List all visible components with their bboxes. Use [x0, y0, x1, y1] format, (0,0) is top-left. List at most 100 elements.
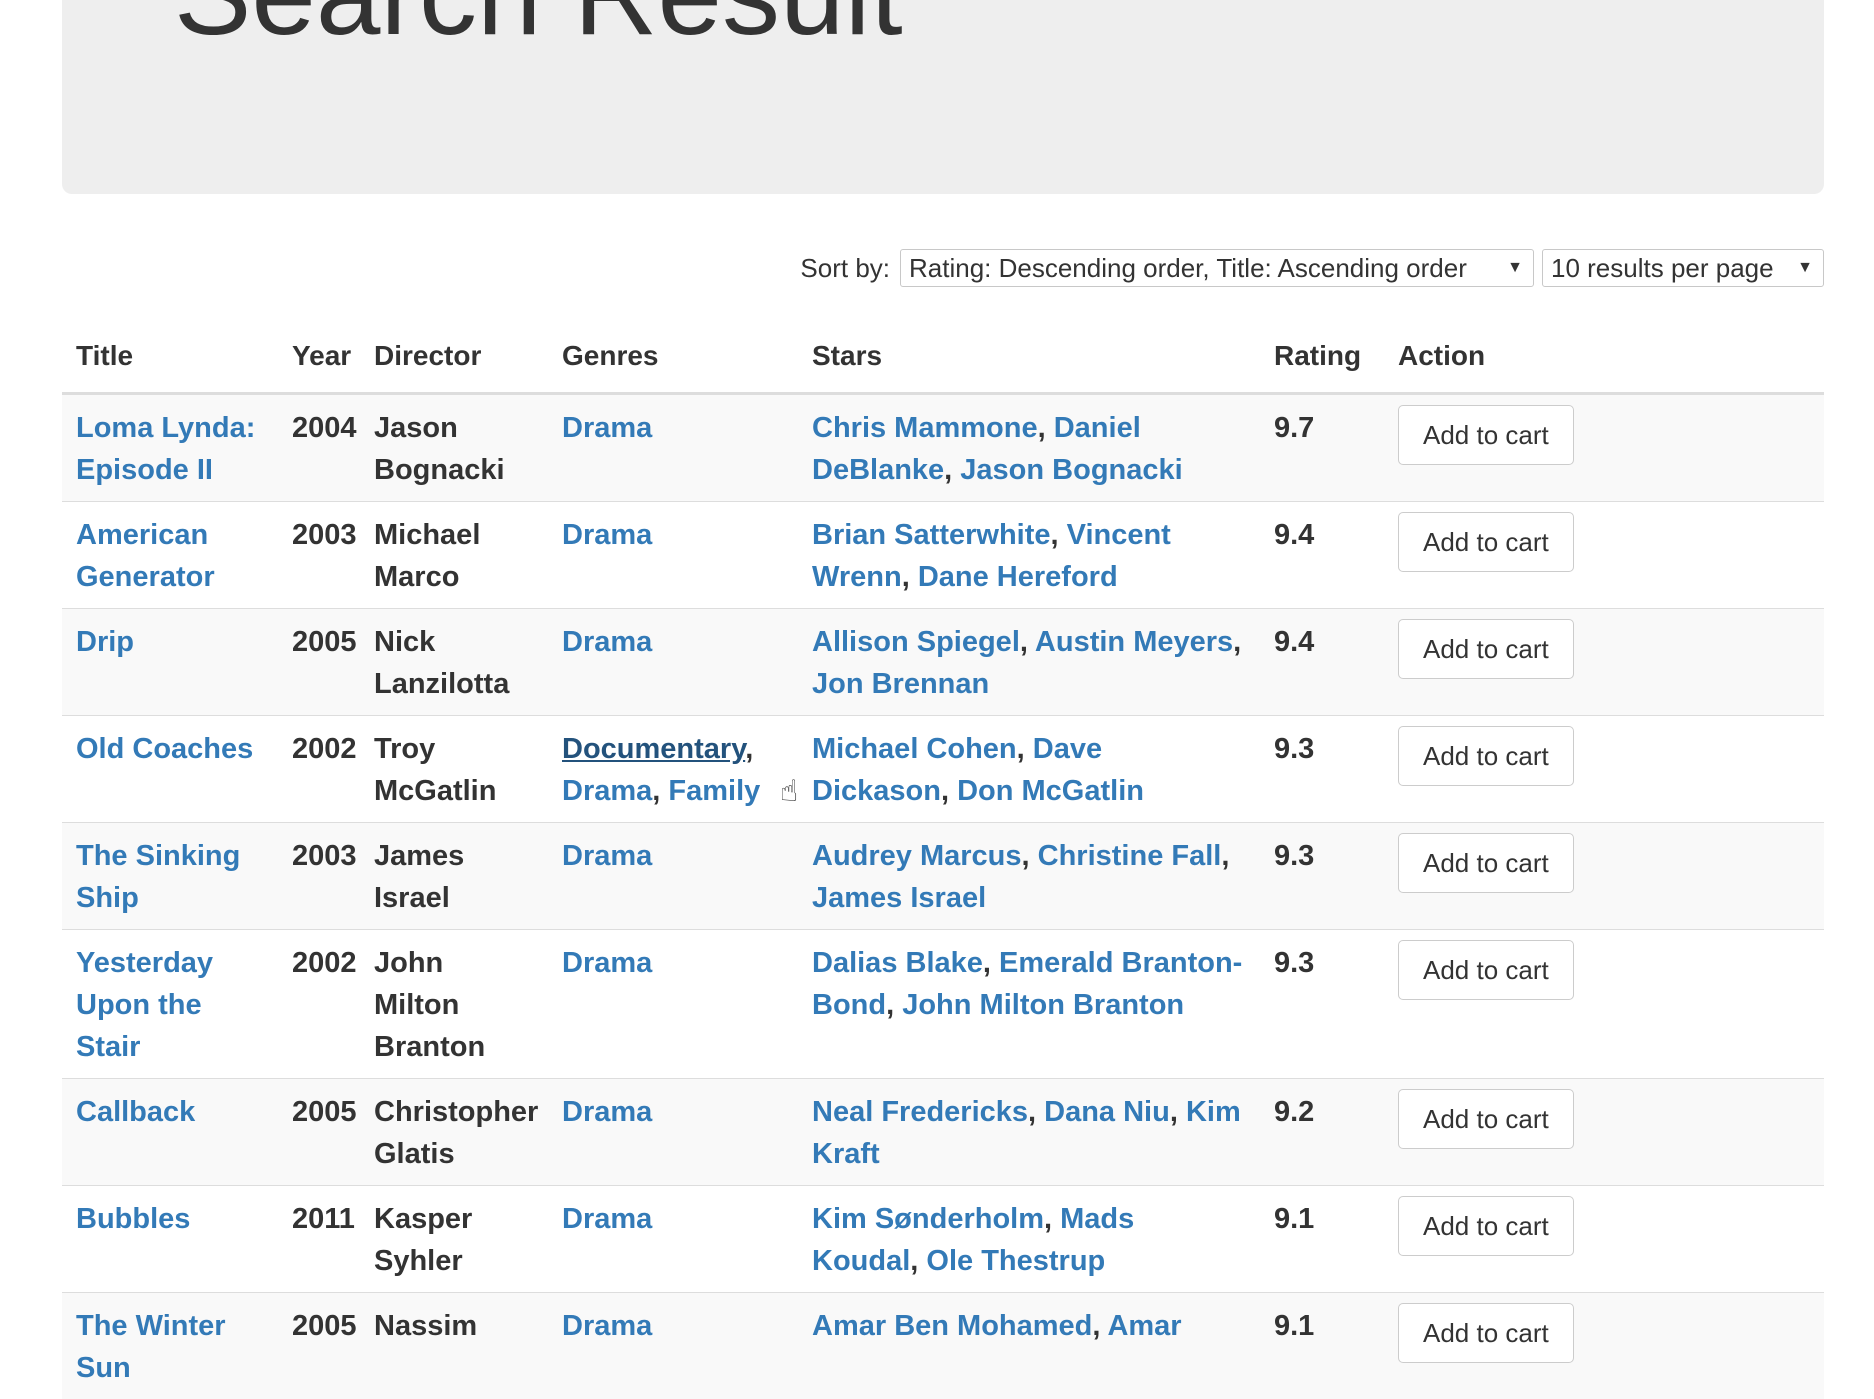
cell-title: Callback	[62, 1079, 278, 1186]
movie-title-link[interactable]: Loma Lynda: Episode II	[76, 412, 255, 486]
header-jumbotron: Search Result	[62, 0, 1824, 194]
star-link[interactable]: Dana Niu	[1044, 1096, 1170, 1128]
add-to-cart-button[interactable]: Add to cart	[1398, 833, 1574, 893]
star-link[interactable]: Neal Fredericks	[812, 1096, 1028, 1128]
genre-link[interactable]: Documentary	[562, 733, 745, 765]
sort-order-value: Rating: Descending order, Title: Ascendi…	[909, 253, 1467, 284]
movie-title-link[interactable]: Callback	[76, 1096, 195, 1128]
cell-genres: Drama	[548, 1186, 798, 1293]
cell-stars: Kim Sønderholm, Mads Koudal, Ole Thestru…	[798, 1186, 1260, 1293]
header-title: Title	[62, 326, 278, 394]
cell-action: Add to cart	[1384, 716, 1824, 823]
movie-title-link[interactable]: Drip	[76, 626, 134, 658]
cell-year: 2002	[278, 716, 360, 823]
cell-rating: 9.4	[1260, 609, 1384, 716]
add-to-cart-button[interactable]: Add to cart	[1398, 1303, 1574, 1363]
genre-link[interactable]: Drama	[562, 412, 652, 444]
cell-rating: 9.3	[1260, 930, 1384, 1079]
genre-link[interactable]: Drama	[562, 1310, 652, 1342]
cell-genres: Drama	[548, 1293, 798, 1399]
movie-title-link[interactable]: Yesterday Upon the Stair	[76, 947, 213, 1063]
cell-director: James Israel	[360, 823, 548, 930]
cell-title: Yesterday Upon the Stair	[62, 930, 278, 1079]
star-link[interactable]: Kim Sønderholm	[812, 1203, 1044, 1235]
add-to-cart-button[interactable]: Add to cart	[1398, 512, 1574, 572]
movie-title-link[interactable]: The Winter Sun	[76, 1310, 226, 1384]
movie-title-link[interactable]: Old Coaches	[76, 733, 253, 765]
star-link[interactable]: Don McGatlin	[957, 775, 1144, 807]
cell-genres: Drama	[548, 394, 798, 502]
hand-cursor-icon: ☝	[780, 774, 798, 809]
star-link[interactable]: Amar	[1107, 1310, 1181, 1342]
cell-director: Nassim	[360, 1293, 548, 1399]
genre-link[interactable]: Drama	[562, 519, 652, 551]
cell-year: 2004	[278, 394, 360, 502]
star-link[interactable]: Amar Ben Mohamed	[812, 1310, 1092, 1342]
movie-title-link[interactable]: American Generator	[76, 519, 215, 593]
cell-genres: Drama	[548, 609, 798, 716]
cell-stars: Brian Satterwhite, Vincent Wrenn, Dane H…	[798, 502, 1260, 609]
add-to-cart-button[interactable]: Add to cart	[1398, 405, 1574, 465]
movie-title-link[interactable]: Bubbles	[76, 1203, 190, 1235]
genre-link[interactable]: Drama	[562, 840, 652, 872]
cell-action: Add to cart	[1384, 1186, 1824, 1293]
add-to-cart-button[interactable]: Add to cart	[1398, 619, 1574, 679]
page-title: Search Result	[174, 0, 903, 52]
cell-action: Add to cart	[1384, 930, 1824, 1079]
star-link[interactable]: Michael Cohen	[812, 733, 1017, 765]
caret-down-icon: ▼	[1797, 259, 1813, 277]
star-link[interactable]: James Israel	[812, 882, 986, 914]
header-year: Year	[278, 326, 360, 394]
genre-link[interactable]: Drama	[562, 947, 652, 979]
cell-rating: 9.1	[1260, 1186, 1384, 1293]
star-link[interactable]: Austin Meyers	[1035, 626, 1233, 658]
star-link[interactable]: Ole Thestrup	[926, 1245, 1105, 1277]
header-rating: Rating	[1260, 326, 1384, 394]
cell-director: Troy McGatlin	[360, 716, 548, 823]
cell-rating: 9.7	[1260, 394, 1384, 502]
star-link[interactable]: Jon Brennan	[812, 668, 989, 700]
cell-title: Drip	[62, 609, 278, 716]
cell-rating: 9.4	[1260, 502, 1384, 609]
genre-link[interactable]: Drama	[562, 1203, 652, 1235]
cell-title: Bubbles	[62, 1186, 278, 1293]
star-link[interactable]: John Milton Branton	[902, 989, 1184, 1021]
star-link[interactable]: Audrey Marcus	[812, 840, 1022, 872]
star-link[interactable]: Dalias Blake	[812, 947, 983, 979]
cell-genres: Drama	[548, 930, 798, 1079]
header-genres: Genres	[548, 326, 798, 394]
add-to-cart-button[interactable]: Add to cart	[1398, 940, 1574, 1000]
add-to-cart-button[interactable]: Add to cart	[1398, 1196, 1574, 1256]
cell-director: Michael Marco	[360, 502, 548, 609]
cell-stars: Allison Spiegel, Austin Meyers, Jon Bren…	[798, 609, 1260, 716]
star-link[interactable]: Christine Fall	[1038, 840, 1222, 872]
cell-rating: 9.1	[1260, 1293, 1384, 1399]
star-link[interactable]: Allison Spiegel	[812, 626, 1020, 658]
genre-link[interactable]: Family	[668, 775, 760, 807]
results-per-page-select[interactable]: 10 results per page ▼	[1542, 249, 1824, 287]
genre-link[interactable]: Drama	[562, 626, 652, 658]
genre-link[interactable]: Drama	[562, 775, 652, 807]
sort-order-select[interactable]: Rating: Descending order, Title: Ascendi…	[900, 249, 1534, 287]
movie-title-link[interactable]: The Sinking Ship	[76, 840, 240, 914]
add-to-cart-button[interactable]: Add to cart	[1398, 1089, 1574, 1149]
cell-action: Add to cart	[1384, 394, 1824, 502]
star-link[interactable]: Chris Mammone	[812, 412, 1038, 444]
genre-link[interactable]: Drama	[562, 1096, 652, 1128]
cell-director: Nick Lanzilotta	[360, 609, 548, 716]
star-link[interactable]: Brian Satterwhite	[812, 519, 1051, 551]
star-link[interactable]: Dane Hereford	[918, 561, 1118, 593]
cell-genres: Documentary, Drama, Family	[548, 716, 798, 823]
star-link[interactable]: Jason Bognacki	[960, 454, 1182, 486]
cell-director: Kasper Syhler	[360, 1186, 548, 1293]
cell-action: Add to cart	[1384, 1079, 1824, 1186]
cell-genres: Drama	[548, 823, 798, 930]
add-to-cart-button[interactable]: Add to cart	[1398, 726, 1574, 786]
cell-director: Jason Bognacki	[360, 394, 548, 502]
